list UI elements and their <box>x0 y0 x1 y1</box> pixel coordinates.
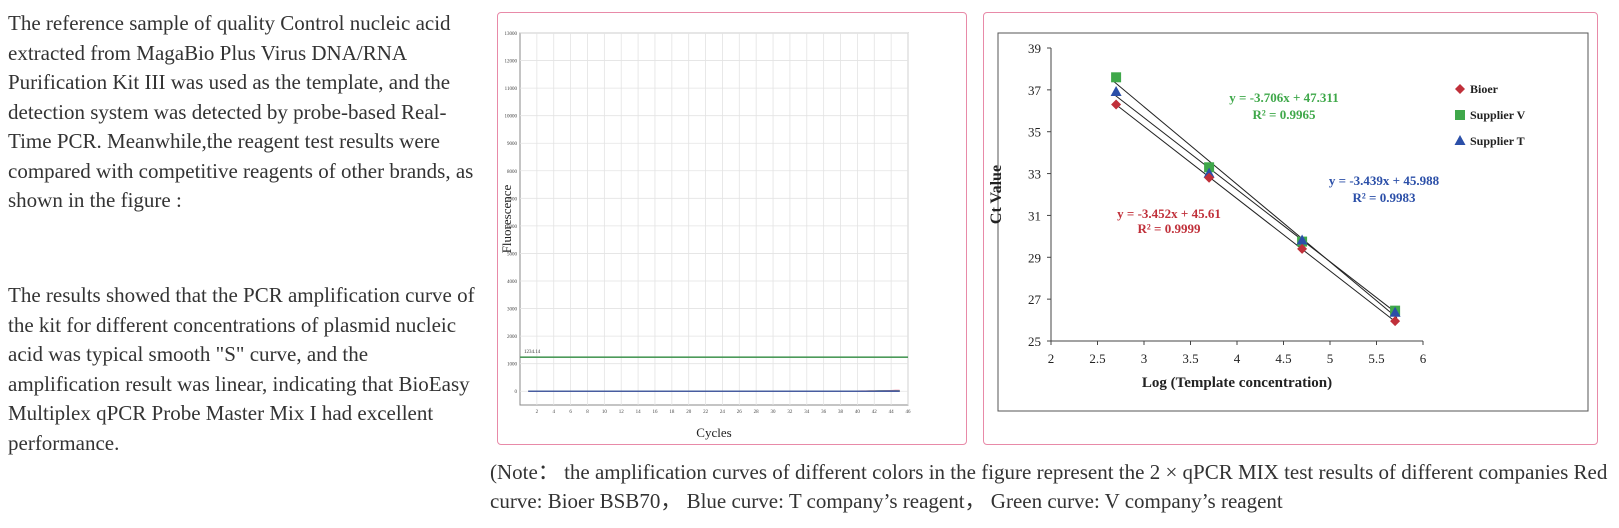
results-paragraph: The results showed that the PCR amplific… <box>8 283 475 455</box>
y-axis-title: Fluorescence <box>499 184 514 253</box>
chart-frame <box>997 32 1589 412</box>
y-tick-label: 33 <box>1028 167 1041 182</box>
x-tick-label: 28 <box>754 410 760 415</box>
r2-label: R² = 0.9999 <box>1138 221 1201 236</box>
x-tick-label: 38 <box>838 410 844 415</box>
x-tick-label: 24 <box>720 410 726 415</box>
x-tick-label: 32 <box>787 410 793 415</box>
r2-label: R² = 0.9983 <box>1353 190 1416 205</box>
x-tick-label: 2 <box>1048 351 1055 366</box>
y-tick-label: 9000 <box>507 142 518 147</box>
y-tick-label: 3000 <box>507 308 518 313</box>
equation-label: y = -3.452x + 45.61 <box>1117 206 1221 221</box>
y-tick-label: 39 <box>1028 41 1041 56</box>
y-tick-label: 27 <box>1028 292 1042 307</box>
standard-curve-panel: 25 27 29 31 33 35 37 39 2 2.5 3 3.5 4 4.5 5 5.5 6 Log (Te… <box>983 12 1598 445</box>
x-tick-label: 20 <box>686 410 692 415</box>
standard-curve-chart: 25 27 29 31 33 35 37 39 2 2.5 3 3.5 4 4.5 5 5.5 6 Log (Te… <box>988 32 1589 412</box>
x-tick-label: 36 <box>821 410 827 415</box>
legend-marker-supplier-v <box>1455 110 1465 120</box>
y-tick-label: 25 <box>1028 334 1041 349</box>
data-point-supplier-t <box>1389 306 1401 317</box>
legend-marker-supplier-t <box>1454 135 1466 145</box>
y-tick-label: 31 <box>1028 208 1041 223</box>
y-tick-label: 7000 <box>507 197 518 202</box>
data-point-bioer <box>1297 243 1308 254</box>
x-tick-label: 30 <box>771 410 777 415</box>
data-point-supplier-t <box>1296 234 1308 245</box>
equation-label: y = -3.439x + 45.988 <box>1329 173 1440 188</box>
x-axis-title: Cycles <box>696 425 731 440</box>
data-point-supplier-v <box>1204 162 1215 173</box>
y-tick-label: 2000 <box>507 335 518 340</box>
y-tick-label: 8000 <box>507 170 518 175</box>
legend-label: Bioer <box>1470 82 1499 96</box>
legend-label: Supplier T <box>1470 134 1525 148</box>
x-tick-label: 34 <box>804 410 810 415</box>
data-point-supplier-t <box>1110 85 1122 96</box>
r2-label: R² = 0.9965 <box>1253 107 1316 122</box>
x-tick-label: 22 <box>703 410 709 415</box>
y-tick-label: 12000 <box>505 60 518 65</box>
x-tick-label: 40 <box>855 410 861 415</box>
intro-paragraph: The reference sample of quality Control … <box>8 11 474 212</box>
x-tick-label: 4.5 <box>1275 351 1291 366</box>
data-point-bioer <box>1204 172 1215 183</box>
y-axis-title: Ct Value <box>988 165 1005 224</box>
y-tick-label: 4000 <box>507 280 518 285</box>
x-tick-label: 4 <box>1234 351 1241 366</box>
y-tick-label: 0 <box>515 390 518 395</box>
x-tick-label: 6 <box>569 410 572 415</box>
x-tick-label: 8 <box>586 410 589 415</box>
x-tick-label: 44 <box>889 410 895 415</box>
y-tick-label: 10000 <box>505 115 518 120</box>
y-tick-label: 1000 <box>507 363 518 368</box>
equation-label: y = -3.706x + 47.311 <box>1229 90 1338 105</box>
x-tick-label: 2.5 <box>1089 351 1105 366</box>
y-tick-label: 6000 <box>507 225 518 230</box>
trendline-1 <box>1113 81 1398 319</box>
x-tick-label: 2 <box>536 410 539 415</box>
x-tick-label: 5.5 <box>1368 351 1384 366</box>
amplification-chart-panel: 0 1000 2000 3000 4000 5000 6000 7000 8000 9000 100… <box>497 12 967 445</box>
x-tick-label: 5 <box>1327 351 1334 366</box>
data-point-supplier-t <box>1203 167 1215 178</box>
x-tick-label: 12 <box>619 410 625 415</box>
gridlines <box>520 32 909 405</box>
x-tick-label: 16 <box>652 410 658 415</box>
x-tick-label: 18 <box>669 410 675 415</box>
y-tick-label: 29 <box>1028 250 1041 265</box>
data-point-bioer <box>1111 99 1122 110</box>
data-point-supplier-v <box>1111 72 1122 83</box>
amplification-chart: 0 1000 2000 3000 4000 5000 6000 7000 8000 9000 100… <box>499 32 912 440</box>
legend-marker-bioer <box>1455 84 1465 94</box>
x-tick-label: 6 <box>1420 351 1427 366</box>
y-tick-label: 11000 <box>505 87 518 92</box>
y-tick-label: 37 <box>1028 83 1042 98</box>
legend-label: Supplier V <box>1470 108 1526 122</box>
x-axis-title: Log (Template concentration) <box>1142 375 1332 391</box>
x-tick-label: 4 <box>552 410 555 415</box>
data-point-bioer <box>1390 316 1401 327</box>
plot-area <box>519 32 909 406</box>
threshold-label: 1234.14 <box>524 350 541 355</box>
trendline-0 <box>1113 102 1398 324</box>
y-tick-label: 35 <box>1028 125 1041 140</box>
x-tick-label: 42 <box>872 410 878 415</box>
trendline-2 <box>1113 94 1398 314</box>
x-tick-label: 10 <box>602 410 608 415</box>
y-tick-label: 5000 <box>507 252 518 257</box>
x-tick-label: 26 <box>737 410 743 415</box>
y-tick-label: 13000 <box>505 32 518 37</box>
x-tick-label: 3 <box>1141 351 1148 366</box>
x-tick-label: 46 <box>906 410 912 415</box>
x-tick-label: 3.5 <box>1182 351 1198 366</box>
figure-note: (Note： the amplification curves of diffe… <box>490 460 1608 513</box>
x-tick-label: 14 <box>636 410 642 415</box>
